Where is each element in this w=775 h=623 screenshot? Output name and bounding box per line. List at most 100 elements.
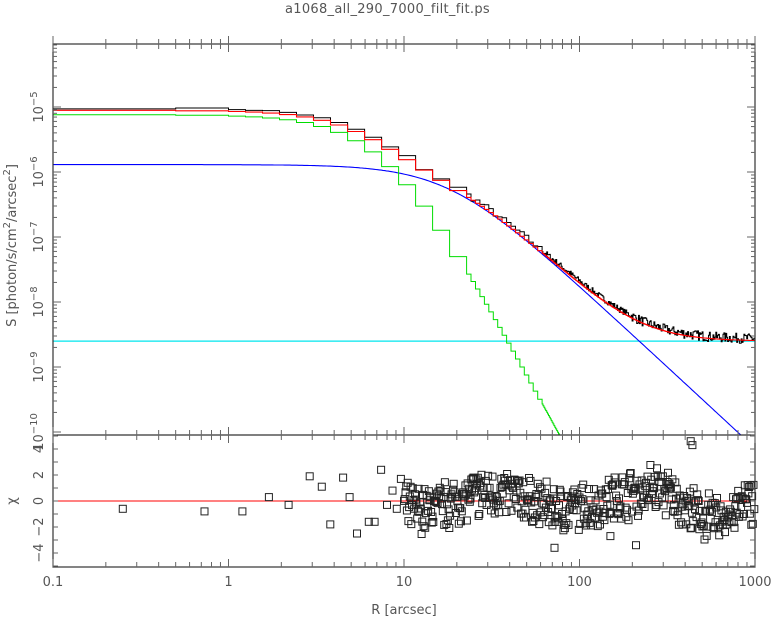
residual-marker bbox=[620, 480, 629, 489]
residual-marker bbox=[564, 520, 573, 529]
residual-marker bbox=[528, 508, 537, 517]
y-axis-label: S [photon/s/cm2/arcsec2] bbox=[2, 164, 20, 327]
residual-marker bbox=[353, 529, 361, 538]
residual-marker bbox=[449, 479, 458, 488]
residual-marker bbox=[530, 513, 539, 522]
x-tick-label: 1 bbox=[224, 575, 232, 590]
residual-marker bbox=[585, 485, 593, 493]
residual-marker bbox=[625, 474, 634, 483]
residual-marker bbox=[427, 518, 436, 527]
chi-tick-label: −4 bbox=[32, 543, 47, 562]
residual-marker bbox=[710, 524, 718, 533]
residual-marker bbox=[474, 511, 483, 520]
residual-marker bbox=[428, 512, 437, 521]
profile-curves bbox=[53, 107, 755, 435]
residual-marker bbox=[590, 513, 599, 522]
residual-marker bbox=[552, 497, 561, 505]
x-tick-label: 100 bbox=[567, 575, 592, 590]
residual-marker bbox=[541, 488, 550, 497]
residual-marker bbox=[475, 510, 484, 518]
residual-marker bbox=[666, 483, 675, 492]
y-tick-label: 10−10 bbox=[29, 413, 47, 451]
residual-marker bbox=[659, 501, 668, 510]
residual-marker bbox=[716, 502, 725, 511]
residual-marker bbox=[549, 494, 558, 503]
residual-marker bbox=[345, 493, 354, 502]
residual-marker bbox=[383, 500, 391, 509]
residual-marker bbox=[647, 489, 656, 498]
residual-marker bbox=[653, 464, 661, 473]
residual-marker bbox=[419, 522, 428, 531]
residual-marker bbox=[721, 528, 729, 537]
residual-marker bbox=[623, 505, 631, 514]
residual-marker bbox=[450, 488, 459, 497]
residual-marker bbox=[464, 495, 473, 504]
plot-frames bbox=[52, 36, 756, 568]
residual-points bbox=[53, 437, 759, 552]
residual-marker bbox=[427, 508, 436, 516]
x-axis-label: R [arcsec] bbox=[371, 603, 436, 618]
residual-marker bbox=[457, 507, 466, 516]
residual-marker bbox=[555, 501, 563, 510]
residual-marker bbox=[531, 492, 540, 501]
residual-marker bbox=[691, 505, 699, 514]
residual-marker bbox=[574, 525, 583, 534]
residual-marker bbox=[683, 493, 691, 502]
residual-marker bbox=[118, 504, 127, 513]
residual-marker bbox=[339, 473, 348, 482]
residual-marker bbox=[471, 483, 480, 492]
plot-title: a1068_all_290_7000_filt_fit.ps bbox=[285, 2, 490, 17]
residual-marker bbox=[713, 494, 721, 502]
residual-marker bbox=[556, 487, 565, 496]
residual-marker bbox=[436, 486, 445, 495]
residual-marker bbox=[488, 472, 497, 481]
residual-marker bbox=[476, 478, 485, 487]
residual-marker bbox=[443, 516, 452, 525]
residual-marker bbox=[586, 496, 595, 505]
residual-marker bbox=[562, 519, 571, 528]
residual-marker bbox=[392, 504, 401, 513]
residual-marker bbox=[725, 517, 734, 526]
residual-marker bbox=[264, 493, 273, 502]
residual-marker bbox=[525, 474, 533, 482]
residual-marker bbox=[446, 511, 455, 520]
residual-marker bbox=[664, 481, 673, 490]
residual-marker bbox=[377, 465, 386, 474]
residual-marker bbox=[317, 482, 326, 491]
residual-marker bbox=[667, 495, 676, 504]
residual-marker bbox=[602, 493, 611, 502]
residual-marker bbox=[624, 516, 633, 525]
beta-model-curve bbox=[53, 164, 742, 435]
residual-marker bbox=[305, 472, 314, 481]
y-tick-label: 10−9 bbox=[29, 351, 47, 382]
residual-marker bbox=[614, 510, 623, 519]
y-tick-label: 10−7 bbox=[29, 221, 47, 252]
residual-marker bbox=[593, 522, 602, 531]
core-model-step bbox=[53, 114, 560, 435]
residual-marker bbox=[200, 507, 209, 516]
residual-marker bbox=[591, 496, 600, 505]
data-profile-step bbox=[53, 107, 755, 344]
residual-marker bbox=[457, 517, 465, 526]
residual-marker bbox=[680, 492, 689, 500]
residual-marker bbox=[712, 503, 721, 512]
residual-marker bbox=[596, 520, 604, 529]
residual-marker bbox=[610, 473, 619, 482]
residual-marker bbox=[538, 513, 547, 522]
residual-marker bbox=[664, 468, 672, 477]
residual-marker bbox=[424, 487, 433, 496]
residual-marker bbox=[536, 483, 544, 492]
residual-marker bbox=[707, 507, 716, 516]
total-model-curve bbox=[53, 109, 755, 342]
residual-marker bbox=[462, 489, 471, 498]
residual-marker bbox=[503, 470, 512, 478]
residual-marker bbox=[435, 483, 444, 492]
residual-marker bbox=[581, 519, 590, 528]
residual-marker bbox=[454, 519, 463, 528]
residual-marker bbox=[435, 492, 444, 501]
residual-marker bbox=[585, 518, 594, 527]
residual-marker bbox=[729, 518, 738, 527]
residual-marker bbox=[650, 472, 659, 481]
x-tick-label: 0.1 bbox=[43, 575, 64, 590]
